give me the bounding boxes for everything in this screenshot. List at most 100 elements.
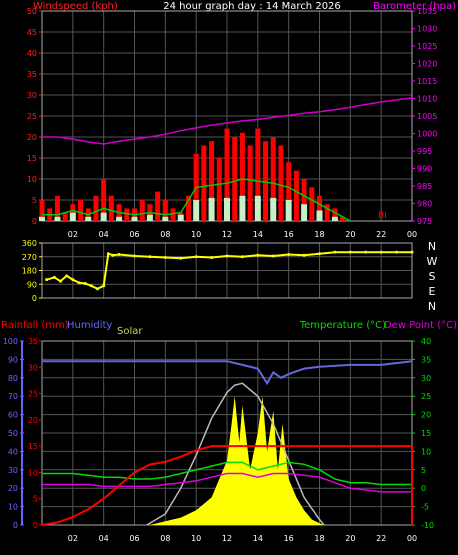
y-tick-label: -5 bbox=[421, 503, 429, 512]
x-tick-label: 16 bbox=[284, 534, 294, 543]
avg-wind-bar bbox=[54, 216, 61, 221]
gust-bar bbox=[224, 128, 230, 221]
graph-title: 24 hour graph day : 14 March 2026 bbox=[163, 1, 341, 12]
wind-y-ticks: 0 5 10 15 20 25 30 35 40 45 50 bbox=[27, 7, 42, 226]
wind-annotation: BI bbox=[378, 211, 387, 221]
direction-point bbox=[77, 281, 81, 285]
x-tick-label: 00 bbox=[407, 230, 417, 239]
gust-bar bbox=[155, 191, 161, 221]
compass-label: N bbox=[428, 240, 436, 253]
direction-point bbox=[333, 250, 337, 254]
y-tick-label: 60 bbox=[8, 411, 18, 420]
avg-wind-bar bbox=[316, 210, 323, 221]
avg-wind-bar bbox=[301, 204, 308, 221]
y-tick-label: 20 bbox=[27, 133, 37, 142]
x-tick-label: 14 bbox=[253, 534, 263, 543]
direction-point bbox=[163, 256, 167, 260]
direction-point bbox=[102, 284, 106, 288]
y-tick-label: 0 bbox=[421, 484, 426, 493]
y-tick-label: 980 bbox=[417, 200, 432, 209]
gust-bar bbox=[293, 170, 299, 221]
direction-series bbox=[45, 250, 414, 291]
direction-point bbox=[194, 255, 198, 259]
weather-series bbox=[41, 360, 413, 526]
y-tick-label: 25 bbox=[421, 392, 431, 401]
rainfall-axis-label: Rainfall (mm) bbox=[1, 320, 69, 331]
gust-bar bbox=[201, 145, 207, 221]
y-tick-label: 1025 bbox=[417, 42, 437, 51]
gust-bar bbox=[170, 208, 176, 221]
humidity-line bbox=[42, 360, 413, 386]
x-tick-label: 04 bbox=[99, 230, 109, 239]
gust-bar bbox=[93, 195, 99, 221]
direction-point bbox=[65, 274, 69, 278]
gust-bar bbox=[332, 208, 338, 221]
x-tick-label: 20 bbox=[345, 534, 355, 543]
gust-bar bbox=[108, 195, 114, 221]
gust-bar bbox=[54, 195, 60, 221]
direction-point bbox=[348, 250, 352, 254]
direction-point bbox=[96, 287, 99, 291]
y-tick-label: 10 bbox=[421, 447, 431, 456]
direction-point bbox=[379, 250, 383, 254]
x-tick-label: 12 bbox=[222, 534, 232, 543]
dewpoint-axis-label: Dew Point (°C) bbox=[384, 320, 457, 331]
direction-point bbox=[83, 281, 87, 285]
y-tick-label: 1005 bbox=[417, 112, 437, 121]
x-tick-label: 10 bbox=[191, 534, 201, 543]
direction-y-ticks: 360 270 180 90 0 bbox=[22, 239, 42, 303]
x-tick-label: 14 bbox=[253, 230, 263, 239]
humidity-axis-label: Humidity bbox=[67, 320, 112, 331]
dewpoint-line bbox=[42, 472, 412, 493]
gust-bar bbox=[286, 162, 292, 221]
avg-wind-bar bbox=[331, 216, 338, 221]
compass-label: S bbox=[429, 270, 436, 283]
y-tick-label: 50 bbox=[8, 429, 18, 438]
gust-bar bbox=[309, 187, 315, 221]
avg-wind-bar bbox=[254, 195, 261, 221]
gust-bar bbox=[124, 208, 130, 221]
y-tick-label: 1030 bbox=[417, 25, 437, 34]
y-tick-label: 40 bbox=[8, 447, 18, 456]
direction-point bbox=[395, 250, 399, 254]
y-tick-label: 5 bbox=[421, 466, 426, 475]
y-tick-label: 20 bbox=[421, 411, 431, 420]
y-tick-label: 0 bbox=[13, 521, 18, 530]
solar-label: Solar bbox=[117, 326, 143, 337]
x-tick-label: 22 bbox=[376, 230, 386, 239]
direction-point bbox=[71, 278, 75, 282]
y-tick-label: 10 bbox=[27, 175, 37, 184]
y-tick-label: 180 bbox=[22, 267, 37, 276]
x-tick-label: 12 bbox=[222, 230, 232, 239]
gust-bar bbox=[39, 200, 45, 221]
avg-wind-bar bbox=[85, 216, 92, 221]
avg-wind-bar bbox=[162, 216, 169, 221]
avg-wind-bar bbox=[69, 212, 76, 221]
x-tick-label: 18 bbox=[314, 230, 324, 239]
compass-label: W bbox=[427, 255, 438, 268]
direction-point bbox=[302, 253, 306, 257]
gust-bar bbox=[317, 195, 322, 221]
wind-x-ticks: 02 04 06 08 10 12 14 16 18 20 22 00 bbox=[68, 230, 417, 239]
avg-wind-bar bbox=[208, 197, 215, 221]
gust-bar bbox=[270, 137, 276, 221]
direction-point bbox=[410, 250, 414, 254]
avg-wind-bar bbox=[285, 200, 292, 221]
y-tick-label: 1035 bbox=[417, 7, 437, 16]
x-tick-label: 00 bbox=[407, 534, 417, 543]
y-tick-label: 1015 bbox=[417, 77, 437, 86]
y-tick-label: 30 bbox=[421, 374, 431, 383]
direction-point bbox=[117, 252, 121, 256]
x-tick-label: 02 bbox=[68, 230, 78, 239]
direction-point bbox=[364, 250, 368, 254]
x-tick-label: 08 bbox=[160, 230, 170, 239]
x-tick-label: 18 bbox=[314, 534, 324, 543]
direction-point bbox=[59, 279, 62, 283]
direction-point bbox=[133, 254, 136, 258]
barometer-axis-label: Barometer (hpa) bbox=[373, 1, 456, 12]
avg-wind-bar bbox=[116, 216, 123, 221]
gust-bar bbox=[239, 132, 245, 221]
